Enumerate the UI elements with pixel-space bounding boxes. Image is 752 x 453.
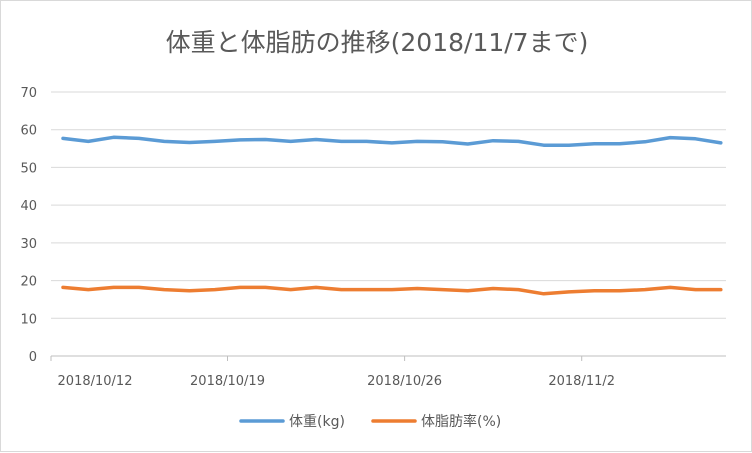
y-tick-label: 30 — [20, 237, 37, 252]
series-line-2 — [61, 285, 723, 296]
legend-label: 体重(kg) — [289, 414, 345, 430]
y-tick-label: 60 — [20, 124, 37, 139]
y-tick-label: 0 — [29, 350, 37, 365]
y-tick-label: 10 — [20, 312, 37, 327]
x-tick-label: 2018/11/2 — [548, 374, 615, 389]
legend: 体重(kg) 体脂肪率(%) — [239, 413, 501, 430]
x-tick-label: 2018/10/19 — [190, 374, 265, 389]
x-axis-tick-labels: 2018/10/12 2018/10/19 2018/10/26 2018/11/2 — [58, 374, 616, 389]
y-tick-label: 70 — [20, 86, 37, 101]
y-axis-tick-labels: 0 10 20 30 40 50 60 70 — [20, 86, 37, 365]
gridlines — [51, 91, 726, 319]
series-lines — [61, 135, 723, 296]
x-axis — [50, 355, 726, 361]
y-tick-label: 40 — [20, 199, 37, 214]
series-line-1 — [61, 135, 723, 147]
y-tick-label: 50 — [20, 161, 37, 176]
y-tick-label: 20 — [20, 275, 37, 290]
x-tick-label: 2018/10/26 — [367, 374, 442, 389]
chart-title: 体重と体脂肪の推移(2018/11/7まで) — [166, 28, 589, 57]
legend-label: 体脂肪率(%) — [421, 413, 501, 430]
x-tick-label: 2018/10/12 — [58, 374, 133, 389]
